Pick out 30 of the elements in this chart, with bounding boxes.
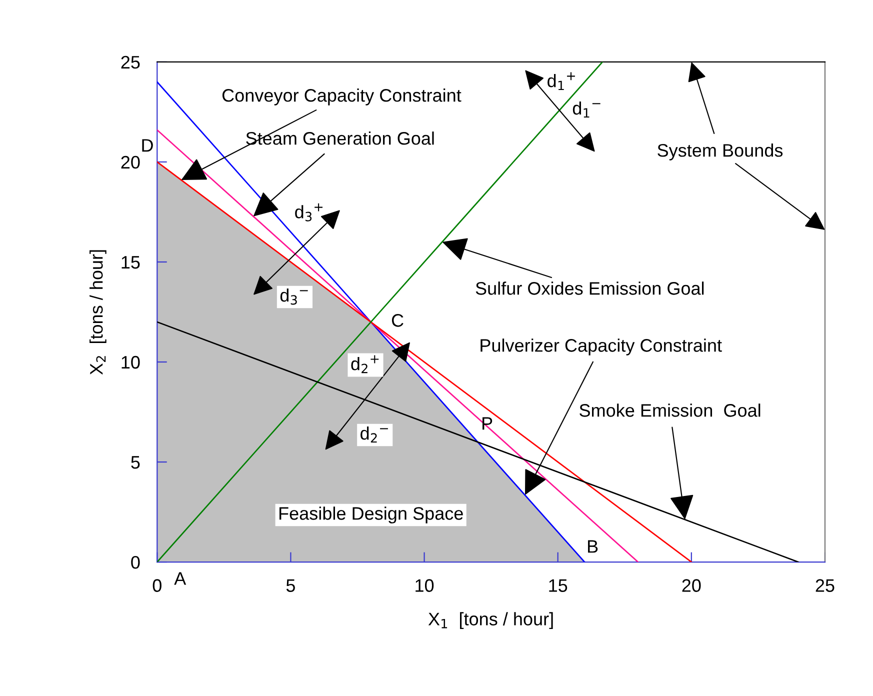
x-tick-label: 0 [152,579,162,592]
annotation: d$_{2}$$^{+}$ [351,355,379,374]
x-tick-label: 5 [286,579,295,592]
annotation: D [142,139,153,152]
annotation: Pulverizer Capacity Constraint [480,338,722,356]
annotation: d$_{3}$$^{−}$ [280,288,308,305]
y-tick-label: 25 [121,56,140,69]
x-axis-title: X$_{1}$ [tons / hour] [428,612,553,630]
y-tick-label: 0 [131,556,140,569]
annotation: A [174,572,186,585]
y-tick-label: 10 [122,356,140,369]
annotation: Feasible Design Space [280,506,463,524]
annotation: d$_{2}$$^{−}$ [360,426,388,443]
annotation: Sulfur Oxides Emission Goal [476,282,704,295]
x-tick-label: 20 [682,579,701,592]
annotation: d$_{1}$$^{+}$ [548,72,575,90]
x-tick-label: 25 [816,579,834,592]
annotation: Smoke Emission Goal [580,404,760,417]
y-tick-label: 5 [131,456,140,469]
annotation: System Bounds [658,144,783,160]
x-tick-label: 15 [549,579,568,592]
annotation: d$_{3}$$^{+}$ [295,203,323,222]
y-axis-title: X$_{2}$ [tons / hour] [90,250,106,375]
annotation: d$_{1}$$^{−}$ [572,101,600,118]
x-tick-label: 10 [416,579,434,592]
annotation: Conveyor Capacity Constraint [222,88,462,106]
y-tick-label: 15 [122,256,140,269]
annotation: B [588,540,598,553]
y-tick-label: 20 [121,156,140,169]
annotation: C [392,314,404,327]
